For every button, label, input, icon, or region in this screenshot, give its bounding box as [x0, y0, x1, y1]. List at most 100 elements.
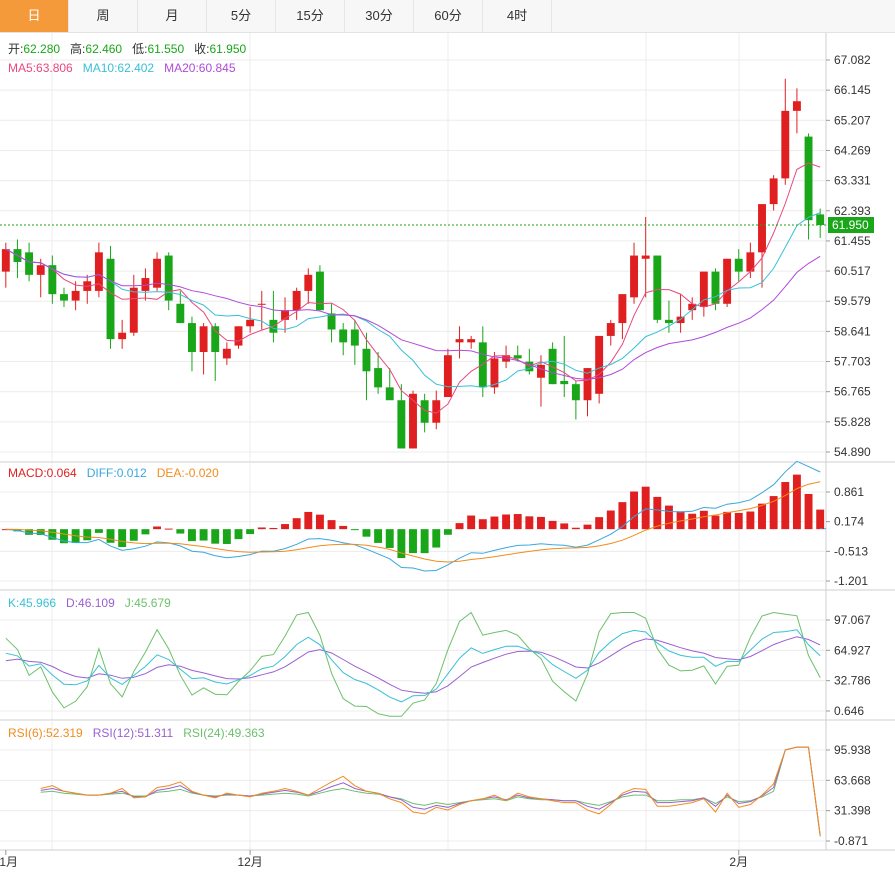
macd-bar — [83, 529, 92, 541]
macd-bar — [153, 526, 162, 530]
candle-body — [630, 255, 638, 298]
macd-bar — [792, 474, 801, 530]
candle-body — [281, 310, 289, 320]
candle-body — [176, 303, 185, 324]
macd-bar — [432, 529, 441, 548]
ma10-line — [5, 212, 821, 388]
candle-body — [443, 355, 452, 398]
macd-bar — [571, 527, 580, 530]
candle-body — [118, 332, 127, 340]
candle-body — [188, 323, 196, 353]
candle-body — [129, 287, 138, 333]
macd-bar — [246, 529, 255, 535]
k-line — [5, 629, 821, 703]
y-tick-label: 64.927 — [834, 643, 871, 657]
macd-bar — [176, 529, 185, 534]
candle-body — [60, 294, 68, 301]
y-tick-label: 97.067 — [834, 613, 871, 627]
candle-body — [455, 339, 464, 343]
rsi12-line — [40, 746, 821, 836]
kdj-info-value: 45.966 — [19, 596, 56, 610]
macd-bar — [25, 529, 34, 535]
macd-info-value: 0.012 — [117, 466, 147, 480]
candle-body — [292, 290, 301, 311]
y-tick-label: 63.331 — [834, 174, 871, 188]
candle-body — [327, 313, 336, 330]
candle-body — [385, 387, 394, 401]
macd-bar — [48, 529, 57, 540]
macd-bar — [502, 514, 511, 530]
macd-bar — [560, 523, 569, 530]
ohlc-label: 低: — [132, 42, 147, 56]
candle-body — [699, 271, 708, 307]
macd-bar — [327, 520, 336, 530]
y-tick-label: 61.455 — [834, 234, 871, 248]
macd-bar — [676, 511, 685, 530]
candle-body — [315, 271, 324, 311]
candle-body — [362, 348, 371, 372]
candle-body — [1, 249, 10, 272]
y-tick-label: 64.269 — [834, 143, 871, 157]
macd-bar — [630, 491, 638, 530]
candle-body — [676, 316, 685, 324]
macd-bar — [362, 529, 371, 537]
macd-bar — [36, 529, 45, 536]
macd-info-label: DEA: — [157, 466, 185, 480]
rsi-info-value: 52.319 — [46, 726, 83, 740]
macd-bar — [211, 529, 220, 544]
kdj-info-value: 45.679 — [134, 596, 171, 610]
candle-body — [234, 326, 243, 346]
tab-5min[interactable]: 5分 — [207, 0, 276, 32]
rsi24-line — [40, 746, 821, 837]
tab-4hour[interactable]: 4时 — [483, 0, 552, 32]
dea-line — [5, 481, 821, 563]
tab-15min[interactable]: 15分 — [276, 0, 345, 32]
macd-bar — [618, 502, 627, 530]
y-tick-label: 58.641 — [834, 324, 871, 338]
candle-body — [141, 278, 150, 291]
candle-body — [257, 303, 266, 305]
macd-bar — [653, 496, 662, 530]
kdj-info-label: K: — [8, 596, 19, 610]
y-tick-label: 65.207 — [834, 113, 871, 127]
tab-60min[interactable]: 60分 — [414, 0, 483, 32]
candle-body — [723, 258, 732, 304]
macd-bar — [339, 525, 348, 530]
macd-bar — [688, 513, 697, 530]
tab-month[interactable]: 月 — [138, 0, 207, 32]
macd-bar — [746, 511, 755, 530]
rsi-info-label: RSI(24): — [183, 726, 228, 740]
macd-bar — [420, 529, 429, 554]
kdj-info-label: J: — [125, 596, 134, 610]
macd-bar — [304, 511, 313, 530]
candle-body — [71, 290, 80, 301]
tab-30min[interactable]: 30分 — [345, 0, 414, 32]
last-price-label: 61.950 — [832, 218, 869, 232]
macd-bar — [443, 529, 452, 535]
macd-bar — [292, 518, 301, 530]
macd-bar — [758, 503, 766, 530]
y-tick-label: 54.890 — [834, 445, 871, 459]
candle-body — [595, 335, 604, 394]
y-tick-label: 62.393 — [834, 204, 871, 218]
macd-bar — [397, 529, 406, 559]
macd-bar — [664, 505, 673, 530]
ma-info-label: MA20: — [164, 61, 199, 75]
ohlc-label: 收: — [194, 42, 209, 56]
macd-bar — [129, 529, 138, 541]
macd-bar — [804, 493, 813, 530]
rsi-info-label: RSI(12): — [93, 726, 138, 740]
candle-body — [641, 255, 650, 259]
tab-day[interactable]: 日 — [0, 0, 69, 32]
candle-body — [769, 178, 778, 205]
y-tick-label: 63.668 — [834, 773, 871, 787]
macd-bar — [199, 529, 208, 541]
x-tick-label: 2月 — [729, 855, 748, 869]
y-tick-label: 0.861 — [834, 485, 864, 499]
tab-week[interactable]: 周 — [69, 0, 138, 32]
ma-info-value: 63.806 — [36, 61, 73, 75]
candle-body — [199, 326, 208, 353]
diff-line — [5, 460, 821, 572]
macd-bar — [781, 482, 790, 530]
